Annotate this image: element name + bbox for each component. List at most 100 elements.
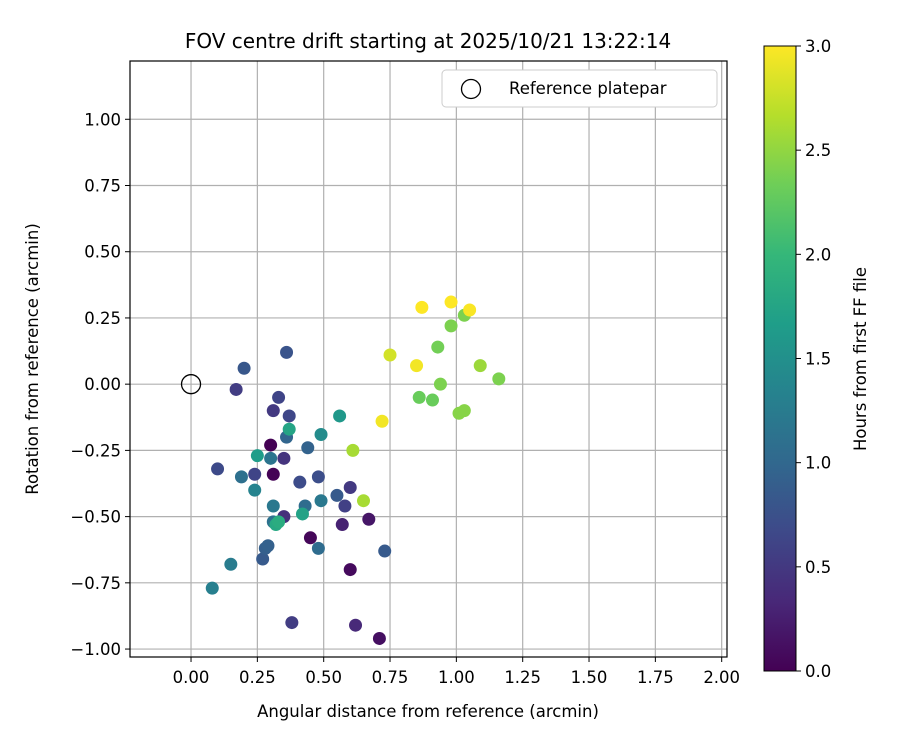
colorbar-ticks: 0.0 0.5 1.0 1.5 2.0 2.5 3.0 xyxy=(796,37,831,681)
x-tick-label: 1.25 xyxy=(504,668,541,687)
x-tick-label: 0.50 xyxy=(305,668,342,687)
y-tick-label: −1.00 xyxy=(70,640,121,659)
y-axis-label: Rotation from reference (arcmin) xyxy=(23,223,42,495)
plot-frame xyxy=(129,60,728,658)
x-tick-label: 1.50 xyxy=(571,668,608,687)
data-point xyxy=(266,404,280,418)
data-point xyxy=(272,515,286,529)
y-tick-label: 0.25 xyxy=(84,309,121,328)
x-tick-label: 1.75 xyxy=(637,668,674,687)
data-point xyxy=(280,345,294,359)
colorbar-tick-label: 2.5 xyxy=(805,141,831,160)
y-tick-label: −0.50 xyxy=(70,508,121,527)
data-point xyxy=(248,467,262,481)
data-point xyxy=(333,409,347,423)
chart-title: FOV centre drift starting at 2025/10/21 … xyxy=(185,29,671,53)
data-point xyxy=(211,462,225,476)
data-point xyxy=(250,449,264,463)
y-tick-label: −0.75 xyxy=(70,574,121,593)
colorbar-gradient xyxy=(763,45,797,672)
data-point xyxy=(295,507,309,521)
data-point xyxy=(311,541,325,555)
x-tick-label: 0.75 xyxy=(372,668,409,687)
colorbar-tick-label: 0.0 xyxy=(805,662,831,681)
data-point xyxy=(473,359,487,373)
data-point xyxy=(264,438,278,452)
legend-box xyxy=(441,69,718,108)
reference-marker xyxy=(180,374,202,395)
data-point xyxy=(272,390,286,404)
data-point xyxy=(412,390,426,404)
data-point xyxy=(314,494,328,508)
reference-marker-group xyxy=(180,374,202,395)
y-tick-label: 0.00 xyxy=(84,375,121,394)
data-point xyxy=(378,544,392,558)
data-point xyxy=(349,618,363,632)
data-point xyxy=(343,480,357,494)
data-point xyxy=(335,518,349,532)
data-point xyxy=(338,499,352,513)
data-point xyxy=(237,361,251,375)
data-point xyxy=(264,451,278,465)
data-point xyxy=(293,475,307,489)
y-tick-label: 1.00 xyxy=(84,110,121,129)
colorbar-tick-label: 3.0 xyxy=(805,37,831,56)
data-point xyxy=(224,557,238,571)
x-tick-label: 2.00 xyxy=(703,668,740,687)
colorbar-label: Hours from first FF file xyxy=(851,267,870,451)
data-point xyxy=(301,441,315,455)
data-point xyxy=(431,340,445,354)
colorbar: 0.0 0.5 1.0 1.5 2.0 2.5 3.0 Hours from first F… xyxy=(763,37,870,681)
data-point xyxy=(356,494,370,508)
x-axis-ticks: 0.00 0.25 0.50 0.75 1.00 1.25 1.50 1.75 2.00 xyxy=(173,657,740,687)
x-tick-label: 1.00 xyxy=(438,668,475,687)
colorbar-tick-label: 1.5 xyxy=(805,350,831,369)
y-tick-label: −0.25 xyxy=(70,441,121,460)
data-point xyxy=(375,414,389,428)
plot-area: 0.00 0.25 0.50 0.75 1.00 1.25 1.50 1.75 2.00 −1.… xyxy=(70,60,740,687)
data-point xyxy=(410,359,424,373)
data-point xyxy=(346,443,360,457)
x-tick-label: 0.00 xyxy=(173,668,210,687)
data-point xyxy=(266,467,280,481)
data-point xyxy=(457,404,471,418)
data-point xyxy=(303,531,317,545)
data-point xyxy=(282,409,296,423)
y-tick-label: 0.75 xyxy=(84,176,121,195)
data-point xyxy=(383,348,397,362)
data-point xyxy=(282,422,296,436)
data-point xyxy=(256,552,270,566)
data-point xyxy=(248,483,262,497)
x-axis-label: Angular distance from reference (arcmin) xyxy=(257,702,599,721)
data-point xyxy=(492,372,506,386)
data-point xyxy=(415,300,429,314)
colorbar-tick-label: 1.0 xyxy=(805,454,831,473)
data-point xyxy=(285,616,299,630)
grid-lines xyxy=(130,61,727,657)
data-point xyxy=(277,451,291,465)
data-point xyxy=(444,295,458,309)
data-point xyxy=(425,393,439,407)
legend-marker-icon xyxy=(460,78,482,100)
colorbar-tick-label: 2.0 xyxy=(805,245,831,264)
data-point xyxy=(311,470,325,484)
data-point xyxy=(444,319,458,333)
x-tick-label: 0.25 xyxy=(239,668,276,687)
data-point xyxy=(433,377,447,391)
colorbar-tick-label: 0.5 xyxy=(805,558,831,577)
data-point xyxy=(266,499,280,513)
data-point xyxy=(362,512,376,526)
y-axis-ticks: −1.00 −0.75 −0.50 −0.25 0.00 0.25 0.50 0.75 1.00 xyxy=(70,110,130,659)
data-point xyxy=(234,470,248,484)
data-point xyxy=(229,382,243,396)
legend: Reference platepar xyxy=(441,69,718,108)
data-point xyxy=(463,303,477,317)
data-point xyxy=(205,581,219,595)
data-point xyxy=(314,427,328,441)
data-point xyxy=(330,488,344,502)
legend-label: Reference platepar xyxy=(509,79,667,98)
data-points xyxy=(205,295,506,645)
y-tick-label: 0.50 xyxy=(84,243,121,262)
data-point xyxy=(343,563,357,577)
